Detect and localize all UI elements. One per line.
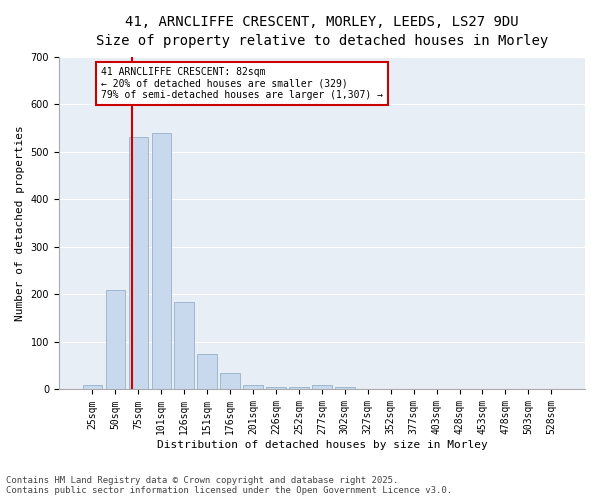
- Bar: [266, 387, 286, 390]
- Bar: [335, 387, 355, 390]
- Bar: [175, 302, 194, 390]
- Bar: [128, 138, 148, 390]
- Bar: [496, 388, 515, 390]
- Bar: [152, 132, 171, 390]
- Bar: [197, 354, 217, 390]
- X-axis label: Distribution of detached houses by size in Morley: Distribution of detached houses by size …: [157, 440, 487, 450]
- Bar: [83, 384, 102, 390]
- Text: Contains HM Land Registry data © Crown copyright and database right 2025.
Contai: Contains HM Land Registry data © Crown c…: [6, 476, 452, 495]
- Bar: [312, 384, 332, 390]
- Y-axis label: Number of detached properties: Number of detached properties: [15, 125, 25, 321]
- Bar: [106, 290, 125, 390]
- Bar: [289, 387, 308, 390]
- Text: 41 ARNCLIFFE CRESCENT: 82sqm
← 20% of detached houses are smaller (329)
79% of s: 41 ARNCLIFFE CRESCENT: 82sqm ← 20% of de…: [101, 66, 383, 100]
- Bar: [244, 384, 263, 390]
- Bar: [220, 373, 240, 390]
- Title: 41, ARNCLIFFE CRESCENT, MORLEY, LEEDS, LS27 9DU
Size of property relative to det: 41, ARNCLIFFE CRESCENT, MORLEY, LEEDS, L…: [96, 15, 548, 48]
